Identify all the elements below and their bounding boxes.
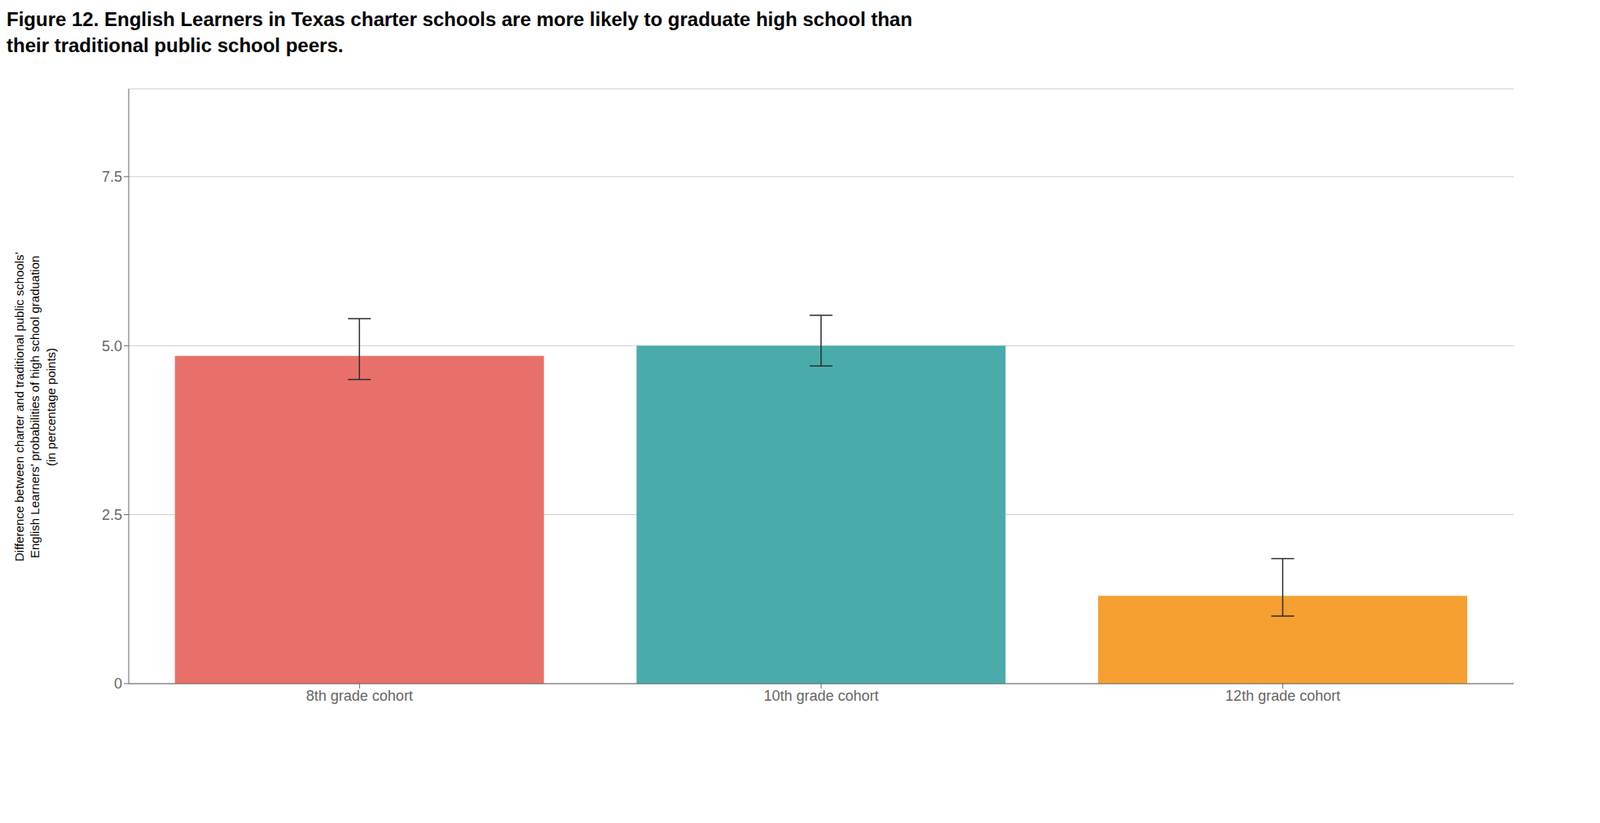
- svg-text:0: 0: [114, 675, 123, 692]
- svg-text:2.5: 2.5: [101, 506, 123, 524]
- html-text:English Learners’ probabilitie: English Learners’ probabilities of high …: [27, 255, 42, 558]
- svg-text:7.5: 7.5: [101, 168, 123, 185]
- svg-text:5.0: 5.0: [101, 337, 123, 354]
- svg-text:10th grade cohort: 10th grade cohort: [763, 687, 879, 704]
- html-text:Difference between charter and: Difference between charter and tradition…: [12, 251, 26, 562]
- html-text:Figure 12. English Learners in: Figure 12. English Learners in Texas cha…: [6, 8, 913, 31]
- html-text:their traditional public schoo: their traditional public school peers.: [6, 34, 344, 57]
- svg-text:12th grade cohort: 12th grade cohort: [1225, 687, 1341, 704]
- svg-text:8th grade cohort: 8th grade cohort: [306, 687, 414, 704]
- html-text:(in percentage points): (in percentage points): [43, 347, 58, 466]
